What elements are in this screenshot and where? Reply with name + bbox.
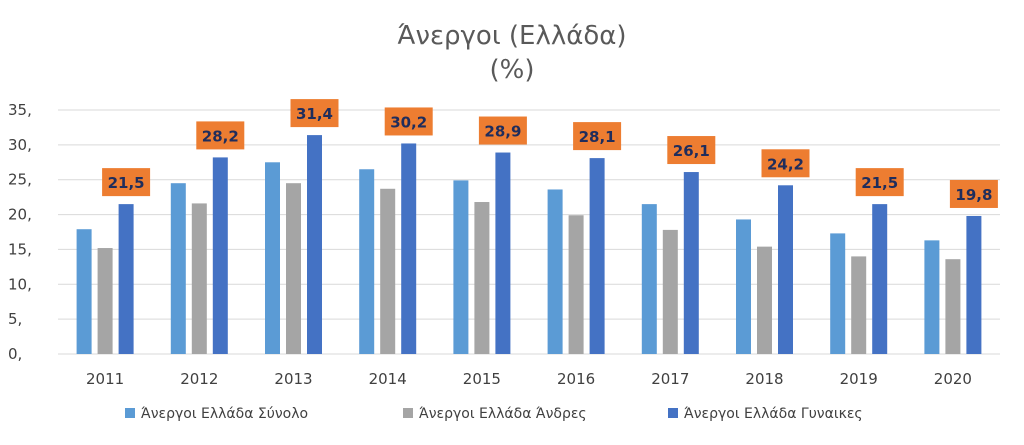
data-label: 30,2 bbox=[390, 113, 427, 131]
chart-title: Άνεργοι (Ελλάδα) bbox=[397, 21, 626, 51]
bar bbox=[191, 203, 207, 354]
bar bbox=[359, 169, 375, 354]
y-tick-label: 30, bbox=[8, 136, 32, 154]
x-tick-label: 2011 bbox=[86, 370, 124, 388]
bar bbox=[945, 259, 961, 354]
x-tick-label: 2020 bbox=[934, 370, 972, 388]
data-label-box bbox=[855, 168, 904, 197]
bar bbox=[474, 202, 490, 354]
bars bbox=[76, 135, 982, 354]
bar bbox=[547, 189, 563, 354]
bar bbox=[872, 204, 888, 354]
bar bbox=[286, 183, 301, 354]
y-tick-label: 15, bbox=[8, 240, 32, 258]
legend-entry: Άνεργοι Ελλάδα Άνδρες bbox=[419, 406, 587, 422]
bar bbox=[307, 135, 322, 354]
y-axis-ticks: 0, 5, 10, 15, 20, 25, 30, 35, bbox=[8, 101, 32, 363]
bar bbox=[453, 180, 469, 354]
bar bbox=[830, 233, 846, 354]
y-tick-label: 20, bbox=[8, 206, 32, 224]
data-label: 28,9 bbox=[484, 123, 521, 141]
bar bbox=[736, 219, 751, 354]
y-tick-label: 0, bbox=[8, 345, 22, 363]
y-tick-label: 35, bbox=[8, 101, 32, 119]
data-label-box bbox=[949, 179, 998, 208]
legend-swatch bbox=[668, 408, 678, 418]
legend-entry: Άνεργοι Ελλάδα Γυναικες bbox=[684, 406, 863, 422]
legend: Άνεργοι Ελλάδα Σύνολο Άνεργοι Ελλάδα Άνδρ… bbox=[125, 406, 863, 422]
data-label: 28,1 bbox=[579, 128, 616, 146]
x-tick-label: 2018 bbox=[745, 370, 783, 388]
data-label-box bbox=[102, 168, 151, 197]
data-label-box bbox=[196, 121, 245, 150]
y-tick-label: 10, bbox=[8, 275, 32, 293]
legend-swatch bbox=[125, 408, 135, 418]
bar bbox=[641, 204, 657, 354]
x-tick-label: 2016 bbox=[557, 370, 595, 388]
bar bbox=[924, 240, 940, 354]
bar bbox=[568, 215, 584, 354]
data-label: 28,2 bbox=[202, 127, 239, 145]
data-label-box bbox=[384, 107, 433, 136]
x-axis-ticks: 2011 2012 2013 2014 2015 2016 2017 2018 2019 2020 bbox=[86, 370, 972, 388]
bar bbox=[757, 246, 772, 354]
x-tick-label: 2017 bbox=[651, 370, 689, 388]
bar bbox=[401, 143, 417, 354]
bar bbox=[170, 183, 186, 354]
bar bbox=[380, 188, 396, 354]
x-tick-label: 2012 bbox=[180, 370, 218, 388]
data-label: 19,8 bbox=[955, 186, 992, 204]
data-label-box bbox=[478, 116, 527, 145]
bar bbox=[212, 157, 228, 354]
data-labels: 21,5 28,2 31,4 30,2 28,9 28,1 26,1 24,2 21,5 19,8 bbox=[102, 99, 998, 208]
bar bbox=[97, 248, 113, 354]
data-label-box bbox=[667, 136, 716, 165]
chart-subtitle: (%) bbox=[490, 55, 535, 85]
bar bbox=[851, 256, 867, 354]
bar bbox=[589, 158, 605, 354]
bar bbox=[683, 172, 699, 354]
data-label: 26,1 bbox=[673, 142, 710, 160]
data-label: 21,5 bbox=[108, 174, 145, 192]
bar bbox=[662, 229, 678, 354]
data-label-box bbox=[761, 149, 810, 178]
data-label: 21,5 bbox=[861, 174, 898, 192]
data-label: 31,4 bbox=[296, 105, 333, 123]
y-tick-label: 25, bbox=[8, 171, 32, 189]
x-tick-label: 2014 bbox=[369, 370, 407, 388]
x-tick-label: 2013 bbox=[274, 370, 312, 388]
bar bbox=[118, 204, 134, 354]
legend-entry: Άνεργοι Ελλάδα Σύνολο bbox=[141, 406, 308, 422]
data-label-box bbox=[290, 99, 339, 128]
bar bbox=[495, 152, 511, 354]
legend-swatch bbox=[403, 408, 413, 418]
y-tick-label: 5, bbox=[8, 310, 22, 328]
data-label-box bbox=[573, 122, 622, 151]
x-tick-label: 2015 bbox=[463, 370, 501, 388]
data-label: 24,2 bbox=[767, 155, 804, 173]
x-tick-label: 2019 bbox=[840, 370, 878, 388]
bar bbox=[76, 229, 92, 354]
bar bbox=[966, 215, 982, 354]
bar bbox=[265, 162, 280, 354]
bar bbox=[778, 185, 793, 354]
